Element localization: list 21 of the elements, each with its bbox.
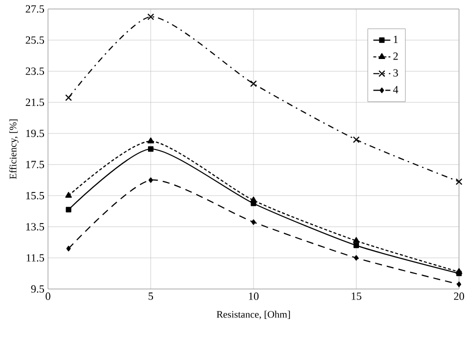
legend-label: 4 xyxy=(393,86,398,94)
x-tick-label: 20 xyxy=(454,292,464,300)
y-tick-label: 9.5 xyxy=(31,285,44,293)
y-tick-label: 23.5 xyxy=(26,68,44,75)
y-tick-label: 13.5 xyxy=(26,223,44,230)
y-axis-title: Efficiency, [%] xyxy=(9,119,18,180)
x-axis-title: Resistance, [Ohm] xyxy=(216,310,290,320)
x-tick-label: 15 xyxy=(352,292,362,300)
y-tick-label: 21.5 xyxy=(26,98,44,106)
legend-label: 1 xyxy=(394,36,398,44)
x-tick-label: 5 xyxy=(148,292,154,300)
y-tick-label: 25.5 xyxy=(26,36,44,44)
x-tick-label: 10 xyxy=(248,292,259,300)
legend-label: 2 xyxy=(393,52,398,60)
y-tick-label: 19.5 xyxy=(26,130,44,138)
y-tick-label: 27.5 xyxy=(26,5,44,13)
x-tick-label: 0 xyxy=(46,292,50,300)
y-tick-label: 11.5 xyxy=(26,254,44,262)
y-tick-label: 15.5 xyxy=(26,192,44,200)
y-tick-label: 17.5 xyxy=(26,160,44,168)
legend-label: 3 xyxy=(393,69,398,77)
